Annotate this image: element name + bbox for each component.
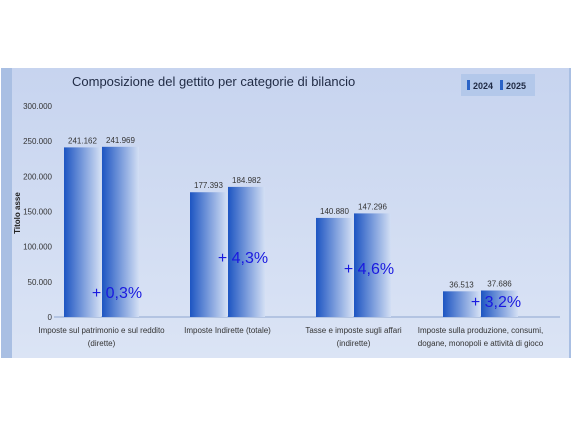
- legend-label-2025: 2025: [506, 81, 526, 91]
- y-tick-label: 300.000: [23, 102, 52, 111]
- bar-2025-0: [102, 146, 139, 317]
- data-label-2025-2: 147.296: [358, 202, 387, 211]
- category-label: Imposte sul patrimonio e sul reddito: [38, 326, 165, 335]
- bar-2024-3: [443, 291, 480, 317]
- legend-label-2024: 2024: [473, 81, 493, 91]
- legend-swatch-2024: [467, 80, 470, 90]
- x-axis-categories: Imposte sul patrimonio e sul reddito (dir…: [38, 326, 543, 348]
- data-label-2024-0: 241.162: [68, 136, 97, 145]
- y-tick-label: 250.000: [23, 137, 52, 146]
- data-label-2024-2: 140.880: [320, 207, 349, 216]
- category-label: Imposte sulla produzione, consumi,: [418, 326, 543, 335]
- change-annotation: + 4,3%: [218, 250, 268, 267]
- data-label-2025-0: 241.969: [106, 136, 135, 145]
- category-label: (dirette): [88, 339, 116, 348]
- y-tick-label: 150.000: [23, 208, 52, 217]
- bar-2025-3: [481, 290, 518, 317]
- data-label-2025-1: 184.982: [232, 176, 261, 185]
- y-tick-label: 200.000: [23, 172, 52, 181]
- bar-2025-1: [228, 186, 265, 317]
- category-label: Tasse e imposte sugli affari: [305, 326, 402, 335]
- legend-box: [461, 74, 535, 96]
- change-annotation: + 3,2%: [471, 294, 521, 311]
- y-axis-title: Titolo asse: [13, 192, 22, 234]
- change-annotation: + 4,6%: [344, 261, 394, 278]
- change-annotation: + 0,3%: [92, 285, 142, 302]
- data-labels: 241.162 241.969 177.393 184.982 140.880 147.2…: [68, 136, 512, 290]
- bar-2025-2: [354, 213, 391, 317]
- y-tick-label: 0: [48, 313, 53, 322]
- bar-2024-1: [190, 192, 227, 317]
- annotations: + 0,3% + 4,3% + 4,6% + 3,2%: [92, 250, 521, 311]
- data-label-2025-3: 37.686: [487, 279, 512, 288]
- y-tick-label: 50.000: [28, 278, 53, 287]
- y-tick-label: 100.000: [23, 243, 52, 252]
- category-label: dogane, monopoli e attività di gioco: [418, 339, 544, 348]
- chart-title: Composizione del gettito per categorie d…: [72, 74, 355, 89]
- legend-swatch-2025: [500, 80, 503, 90]
- data-label-2024-3: 36.513: [449, 280, 474, 289]
- category-label: Imposte Indirette (totale): [184, 326, 271, 335]
- bar-2024-0: [64, 147, 101, 317]
- data-label-2024-1: 177.393: [194, 181, 223, 190]
- bar-2024-2: [316, 217, 353, 317]
- legend: 2024 2025: [461, 74, 535, 96]
- category-label: (indirette): [337, 339, 371, 348]
- y-axis: 0 50.000 100.000 150.000 200.000 250.000 300.0…: [23, 102, 52, 322]
- bars: [64, 146, 518, 317]
